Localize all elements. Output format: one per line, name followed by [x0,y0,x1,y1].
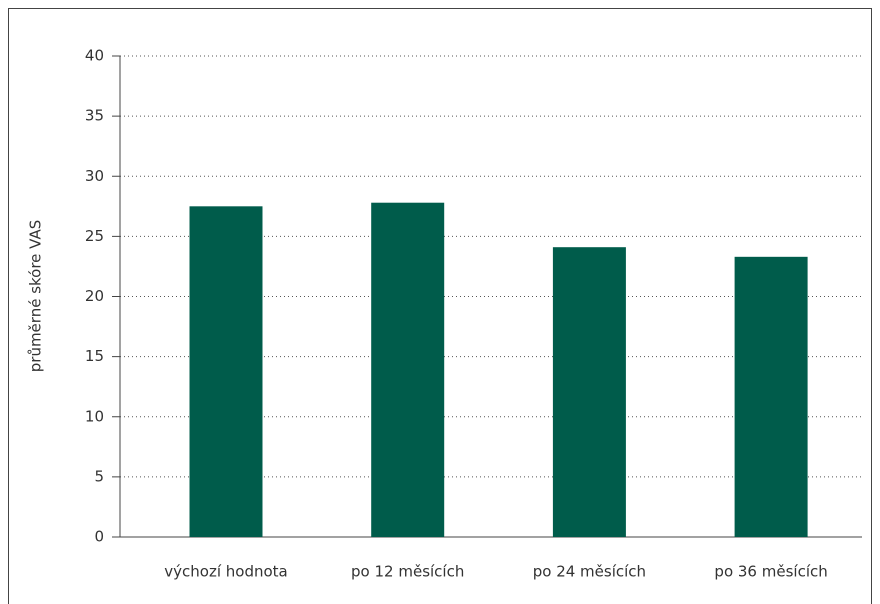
y-tick-label: 5 [94,467,104,485]
x-tick-label: po 24 měsících [533,563,646,581]
y-tick-label: 10 [85,407,104,425]
y-tick-label: 25 [85,227,104,245]
x-tick-label: výchozí hodnota [164,563,287,581]
bar [734,256,808,537]
frame [8,8,872,604]
bar [189,206,263,537]
x-tick-label: po 36 měsících [714,563,827,581]
y-tick-label: 20 [85,287,104,305]
y-tick-label: 40 [85,47,104,65]
y-tick-label: 30 [85,167,104,185]
y-axis-label: průměrné skóre VAS [27,220,45,373]
bar [371,202,445,537]
bar [552,247,626,537]
y-tick-label: 0 [94,528,104,546]
y-tick-label: 35 [85,107,104,125]
y-tick-label: 15 [85,347,104,365]
x-tick-label: po 12 měsících [351,563,464,581]
